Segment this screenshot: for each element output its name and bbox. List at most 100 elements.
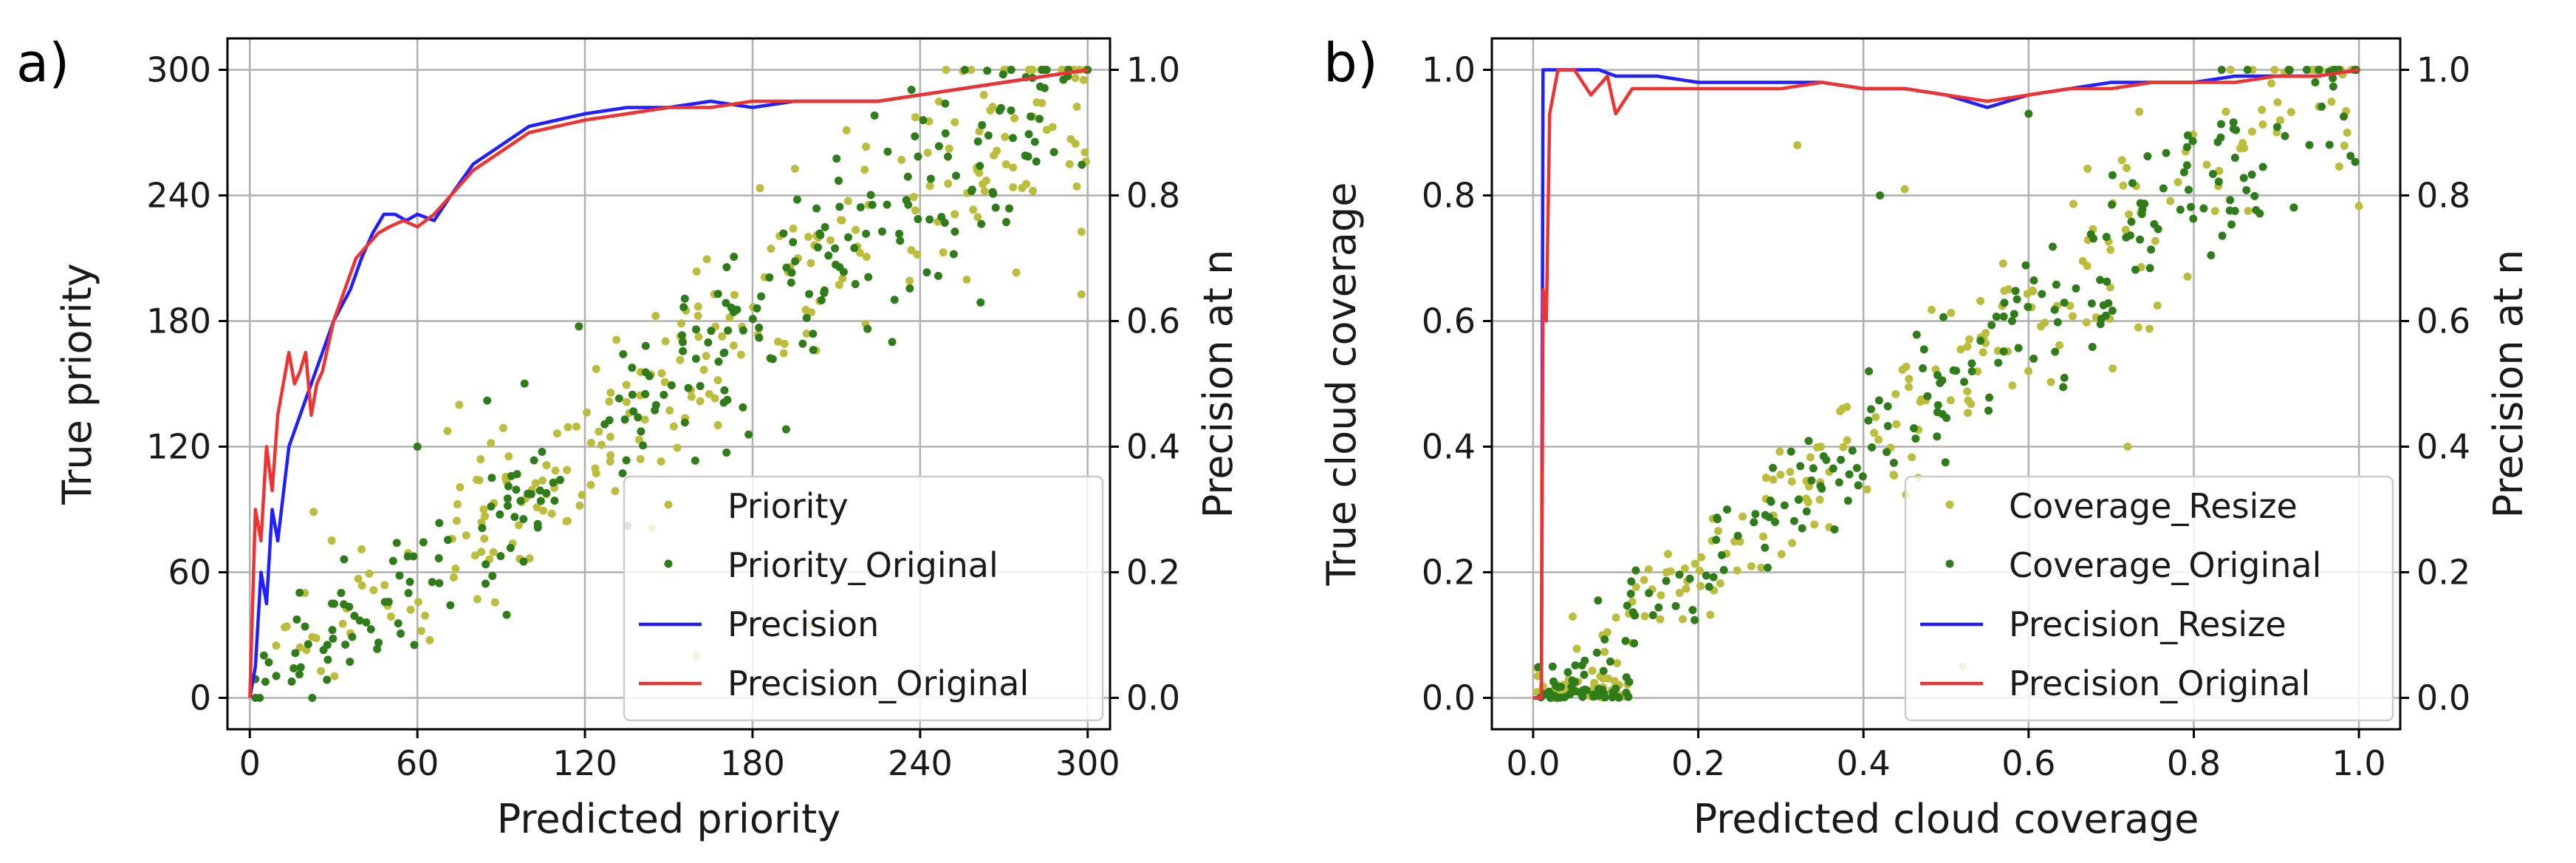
scatter-point — [2258, 106, 2267, 115]
scatter-point — [791, 257, 800, 266]
scatter-point — [1548, 662, 1557, 671]
scatter-point — [1645, 589, 1654, 598]
scatter-point — [1812, 443, 1821, 452]
scatter-point — [1556, 683, 1565, 692]
scatter-point — [1892, 420, 1901, 429]
scatter-point — [295, 643, 304, 652]
scatter-point — [572, 422, 580, 431]
scatter-point — [502, 610, 511, 619]
scatter-point — [925, 182, 934, 191]
scatter-point — [304, 640, 312, 649]
scatter-point — [767, 245, 775, 253]
scatter-point — [251, 694, 260, 702]
scatter-point — [1830, 525, 1839, 533]
scatter-point — [1631, 582, 1640, 591]
scatter-point — [2102, 233, 2111, 242]
scatter-point — [264, 658, 273, 666]
line-Precision_Original — [248, 68, 1089, 698]
scatter-point — [346, 658, 354, 666]
scatter-point — [984, 131, 993, 140]
scatter-point — [2051, 347, 2060, 356]
scatter-point — [488, 571, 497, 580]
scatter-point — [1987, 321, 1996, 330]
legend-marker — [664, 559, 673, 568]
scatter-point — [843, 197, 852, 205]
scatter-point — [835, 202, 844, 211]
scatter-point — [1719, 566, 1728, 575]
scatter-point — [1733, 566, 1741, 575]
scatter-point — [903, 172, 912, 181]
scatter-point — [739, 326, 747, 335]
scatter-point — [1981, 329, 1990, 338]
scatter-point — [897, 155, 906, 164]
scatter-point — [2068, 312, 2077, 321]
scatter-point — [1865, 367, 1874, 376]
scatter-point — [1662, 576, 1671, 585]
scatter-point — [2183, 131, 2192, 140]
series-Coverage_Original — [1534, 66, 2360, 702]
scatter-point — [730, 290, 739, 299]
scatter-point — [1038, 99, 1046, 108]
scatter-point — [850, 244, 859, 253]
x-tick-label: 0.4 — [1837, 743, 1891, 783]
scatter-point — [451, 564, 460, 573]
scatter-point — [1909, 424, 1918, 433]
scatter-point — [2159, 184, 2168, 193]
scatter-point — [2024, 366, 2033, 375]
scatter-point — [1611, 613, 1620, 622]
scatter-point — [2127, 217, 2136, 226]
scatter-point — [1066, 134, 1075, 143]
scatter-point — [909, 193, 918, 202]
scatter-point — [934, 271, 942, 280]
scatter-point — [562, 516, 571, 525]
scatter-point — [914, 214, 922, 223]
scatter-point — [2232, 126, 2241, 134]
scatter-point — [1631, 566, 1640, 575]
scatter-point — [923, 149, 932, 157]
scatter-point — [2096, 276, 2105, 284]
scatter-point — [392, 539, 401, 548]
scatter-point — [394, 619, 402, 628]
scatter-point — [470, 551, 479, 560]
scatter-point — [455, 400, 464, 409]
scatter-point — [812, 204, 821, 213]
scatter-point — [837, 216, 846, 225]
scatter-point — [883, 200, 891, 209]
scatter-point — [2216, 133, 2225, 142]
scatter-point — [403, 552, 412, 561]
scatter-point — [1952, 366, 1961, 375]
scatter-point — [657, 369, 666, 378]
scatter-point — [628, 390, 637, 399]
scatter-point — [1809, 464, 1818, 473]
scatter-point — [1967, 400, 1976, 409]
scatter-point — [2182, 143, 2191, 151]
scatter-point — [338, 619, 347, 628]
scatter-point — [592, 364, 600, 373]
scatter-point — [524, 489, 532, 498]
scatter-point — [595, 427, 603, 436]
y-tick-label: 0.6 — [1422, 301, 1476, 341]
y-axis-label: True cloud coverage — [1318, 183, 1365, 587]
scatter-point — [907, 86, 916, 95]
scatter-point — [1802, 494, 1811, 503]
scatter-point — [622, 456, 631, 465]
scatter-point — [2258, 163, 2267, 171]
scatter-point — [2011, 287, 2020, 296]
scatter-point — [2119, 181, 2128, 190]
scatter-point — [592, 469, 600, 478]
scatter-point — [614, 394, 623, 403]
scatter-point — [507, 471, 515, 480]
scatter-point — [564, 423, 572, 432]
scatter-point — [1640, 612, 1649, 621]
scatter-point — [2286, 108, 2295, 117]
scatter-point — [691, 355, 700, 364]
scatter-point — [842, 126, 851, 134]
scatter-point — [443, 426, 452, 435]
scatter-point — [1569, 613, 1578, 621]
scatter-point — [736, 350, 745, 359]
y-right-tick-label: 0.4 — [2416, 427, 2470, 467]
scatter-point — [757, 292, 766, 301]
scatter-point — [388, 556, 397, 565]
scatter-point — [292, 615, 301, 624]
scatter-point — [679, 347, 688, 355]
